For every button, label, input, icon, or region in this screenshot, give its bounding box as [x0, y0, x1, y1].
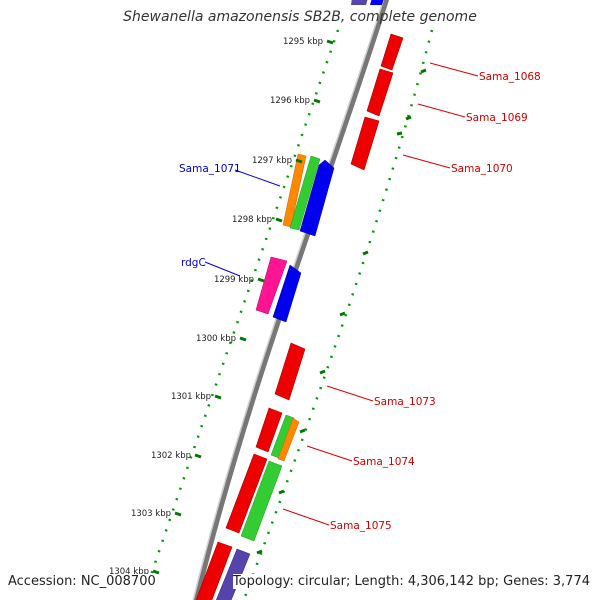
feature-blue-top — [351, 0, 384, 5]
kbp-tick-label: 1299 kbp — [214, 275, 254, 285]
kbp-tick-mark — [313, 98, 321, 104]
kbp-tick-label: 1296 kbp — [270, 96, 310, 106]
gene-label-sama-1071[interactable]: Sama_1071 — [179, 163, 241, 175]
feature-sama-1068 — [380, 33, 404, 71]
gene-labels: Sama_1068 Sama_1069 Sama_1070 Sama_1071 … — [179, 71, 541, 532]
feature-sama-1073 — [274, 342, 306, 401]
feature-sama-1070 — [350, 116, 380, 171]
feature-blue-rdgc — [272, 264, 302, 323]
feature-pink-rdgc — [255, 256, 288, 315]
right-ring-ticks — [256, 68, 427, 555]
kbp-tick-mark — [257, 277, 265, 283]
map-title: Shewanella amazonensis SB2B, complete ge… — [123, 9, 477, 25]
kbp-tick-label: 1297 kbp — [252, 156, 292, 166]
gene-label-sama-1069[interactable]: Sama_1069 — [466, 112, 528, 124]
kbp-tick-label: 1302 kbp — [151, 451, 191, 461]
accession-text: Accession: NC_008700 — [8, 574, 156, 589]
feature-green-1075 — [240, 460, 283, 542]
gene-label-sama-1074[interactable]: Sama_1074 — [353, 456, 415, 468]
feature-red-1074 — [255, 407, 283, 453]
kbp-tick-label: 1304 kbp — [109, 567, 149, 577]
gene-label-rdgc[interactable]: rdgC — [181, 257, 206, 269]
kbp-tick-mark — [152, 569, 160, 575]
kbp-tick-label: 1301 kbp — [171, 392, 211, 402]
feature-green-1071 — [289, 155, 321, 231]
kbp-tick-label: 1298 kbp — [232, 215, 272, 225]
kbp-ticks: 1295 kbp 1296 kbp 1297 kbp 1298 kbp 1299 kbp… — [109, 37, 334, 577]
callout-lines — [204, 62, 479, 526]
kbp-tick-label: 1303 kbp — [131, 509, 171, 519]
inner-dotted-ring — [144, 29, 340, 591]
kbp-tick-mark — [326, 39, 334, 45]
gene-label-sama-1073[interactable]: Sama_1073 — [374, 396, 436, 408]
kbp-tick-mark — [194, 453, 202, 459]
feature-blue-1071 — [299, 159, 335, 237]
kbp-tick-label: 1295 kbp — [283, 37, 323, 47]
gene-label-sama-1075[interactable]: Sama_1075 — [330, 520, 392, 532]
outer-dotted-ring — [242, 29, 434, 600]
feature-red-1075 — [225, 453, 268, 534]
kbp-tick-mark — [275, 217, 283, 223]
kbp-tick-mark — [295, 158, 303, 164]
feature-sama-1069 — [366, 68, 394, 117]
topology-summary: Topology: circular; Length: 4,306,142 bp… — [232, 574, 590, 589]
gene-label-sama-1070[interactable]: Sama_1070 — [451, 163, 513, 175]
kbp-tick-mark — [174, 511, 182, 517]
gene-label-sama-1068[interactable]: Sama_1068 — [479, 71, 541, 83]
kbp-tick-mark — [214, 394, 222, 400]
kbp-tick-label: 1300 kbp — [196, 334, 236, 344]
feature-red-bottom — [195, 541, 233, 600]
feature-orange-1074 — [277, 417, 300, 462]
kbp-tick-mark — [239, 336, 247, 342]
